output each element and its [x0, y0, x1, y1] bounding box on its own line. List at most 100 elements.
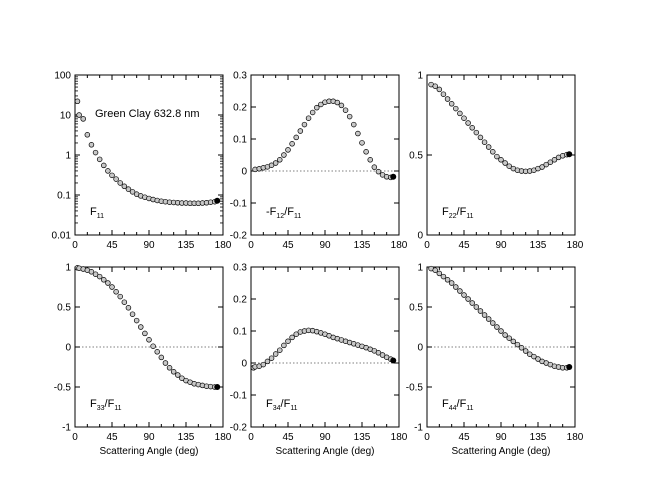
- data-point: [375, 168, 382, 175]
- data-point: [448, 101, 455, 107]
- y-tick-label: 1: [65, 151, 71, 162]
- data-point: [379, 352, 386, 358]
- panel-label: F11: [90, 206, 104, 220]
- data-point: [142, 330, 148, 337]
- data-point: [457, 110, 463, 117]
- data-point: [125, 305, 132, 311]
- data-point: [289, 334, 295, 341]
- data-point: [297, 128, 304, 134]
- x-tick-label: 0: [248, 432, 254, 443]
- x-tick-label: 45: [282, 432, 294, 443]
- panel-label-main: F: [442, 206, 449, 218]
- data-point: [101, 162, 107, 169]
- data-point: [133, 317, 140, 324]
- panel-label-sub: 33: [97, 405, 105, 412]
- data-point: [170, 369, 177, 375]
- data-point: [531, 353, 537, 360]
- x-tick-label: 135: [530, 432, 547, 443]
- y-tick-label: -1: [62, 423, 71, 434]
- data-point: [281, 152, 287, 158]
- final-point: [214, 384, 221, 390]
- data-point: [444, 277, 451, 283]
- panel-label-sub: 12: [276, 213, 284, 220]
- data-point: [506, 335, 512, 341]
- data-point: [440, 91, 447, 97]
- data-point: [535, 356, 541, 362]
- data-point: [448, 280, 455, 286]
- data-point: [150, 343, 156, 349]
- data-point: [179, 375, 185, 381]
- y-tick-label: -0.1: [230, 391, 248, 402]
- x-tick-label: 45: [106, 432, 118, 443]
- y-tick-label: 1: [65, 263, 71, 274]
- x-tick-label: 135: [530, 240, 547, 251]
- y-tick-label: 1: [417, 71, 423, 82]
- y-tick-label: -0.2: [230, 423, 248, 434]
- panel-label-suffix: /F: [284, 206, 294, 218]
- data-point: [268, 162, 275, 168]
- panel-label-suffix: /F: [281, 398, 291, 410]
- x-tick-label: 180: [567, 432, 584, 443]
- data-point: [74, 98, 81, 105]
- x-tick-label: 90: [495, 432, 507, 443]
- data-point: [277, 157, 283, 163]
- data-point: [80, 116, 86, 122]
- data-point: [465, 120, 471, 126]
- y-tick-label: -0.1: [230, 199, 248, 210]
- data-point: [498, 157, 504, 163]
- x-tick-label: 180: [215, 432, 232, 443]
- panel-label: F44/F11: [442, 398, 474, 412]
- data-point: [469, 300, 475, 306]
- data-point: [129, 311, 136, 317]
- data-point: [371, 164, 378, 170]
- data-point: [481, 312, 488, 318]
- y-tick-label: 0.1: [233, 135, 247, 146]
- panel-f34: 0 45 90 135 180 -0.2 -0.1 0 0.1 0.2 0.3 F34/F11 Scat…: [230, 263, 408, 458]
- data-point: [293, 331, 299, 337]
- data-point: [481, 139, 488, 145]
- data-point: [138, 324, 144, 330]
- data-point: [473, 304, 480, 310]
- data-point: [477, 134, 484, 141]
- panel-label-suffix: /F: [105, 398, 115, 410]
- panel-label-sub: 11: [97, 213, 104, 220]
- x-tick-label: 180: [567, 240, 584, 251]
- x-axis-label: Scattering Angle (deg): [276, 446, 375, 457]
- data-point: [289, 141, 295, 147]
- data-point: [309, 109, 316, 116]
- data-point: [363, 149, 369, 155]
- y-tick-label: 1: [417, 263, 423, 274]
- data-point: [117, 180, 123, 186]
- panel-label-main: -F: [266, 206, 277, 218]
- data-point: [375, 350, 382, 356]
- panel-f22: 0 45 90 135 180 0 0.5 1 F22/F11: [409, 71, 584, 252]
- y-tick-label: 0: [417, 231, 423, 242]
- y-tick-label: 0.01: [52, 231, 72, 242]
- data-point: [92, 149, 99, 156]
- data-point: [318, 101, 324, 108]
- data-point: [334, 99, 341, 106]
- panel-label-sub: 44: [449, 405, 457, 412]
- final-point: [566, 151, 573, 158]
- x-tick-label: 135: [178, 240, 195, 251]
- data-point: [154, 349, 160, 355]
- data-point: [109, 284, 115, 290]
- data-point: [469, 125, 475, 131]
- data-point: [359, 140, 365, 146]
- data-point: [522, 348, 529, 354]
- data-point: [351, 121, 357, 128]
- y-tick-label: 0: [65, 343, 71, 354]
- data-point: [314, 104, 320, 111]
- y-tick-label: -0.5: [406, 383, 424, 394]
- panel-label-sub: 22: [449, 213, 457, 220]
- data-point: [105, 168, 111, 174]
- data-point: [502, 160, 508, 166]
- panel-label: -F12/F11: [266, 206, 301, 220]
- data-point: [485, 144, 492, 150]
- data-point: [440, 273, 447, 280]
- panel-label-main: F: [442, 398, 449, 410]
- x-axis-label: Scattering Angle (deg): [100, 446, 199, 457]
- y-tick-label: 0: [241, 167, 247, 178]
- data-point: [88, 269, 95, 275]
- data-point: [461, 292, 467, 298]
